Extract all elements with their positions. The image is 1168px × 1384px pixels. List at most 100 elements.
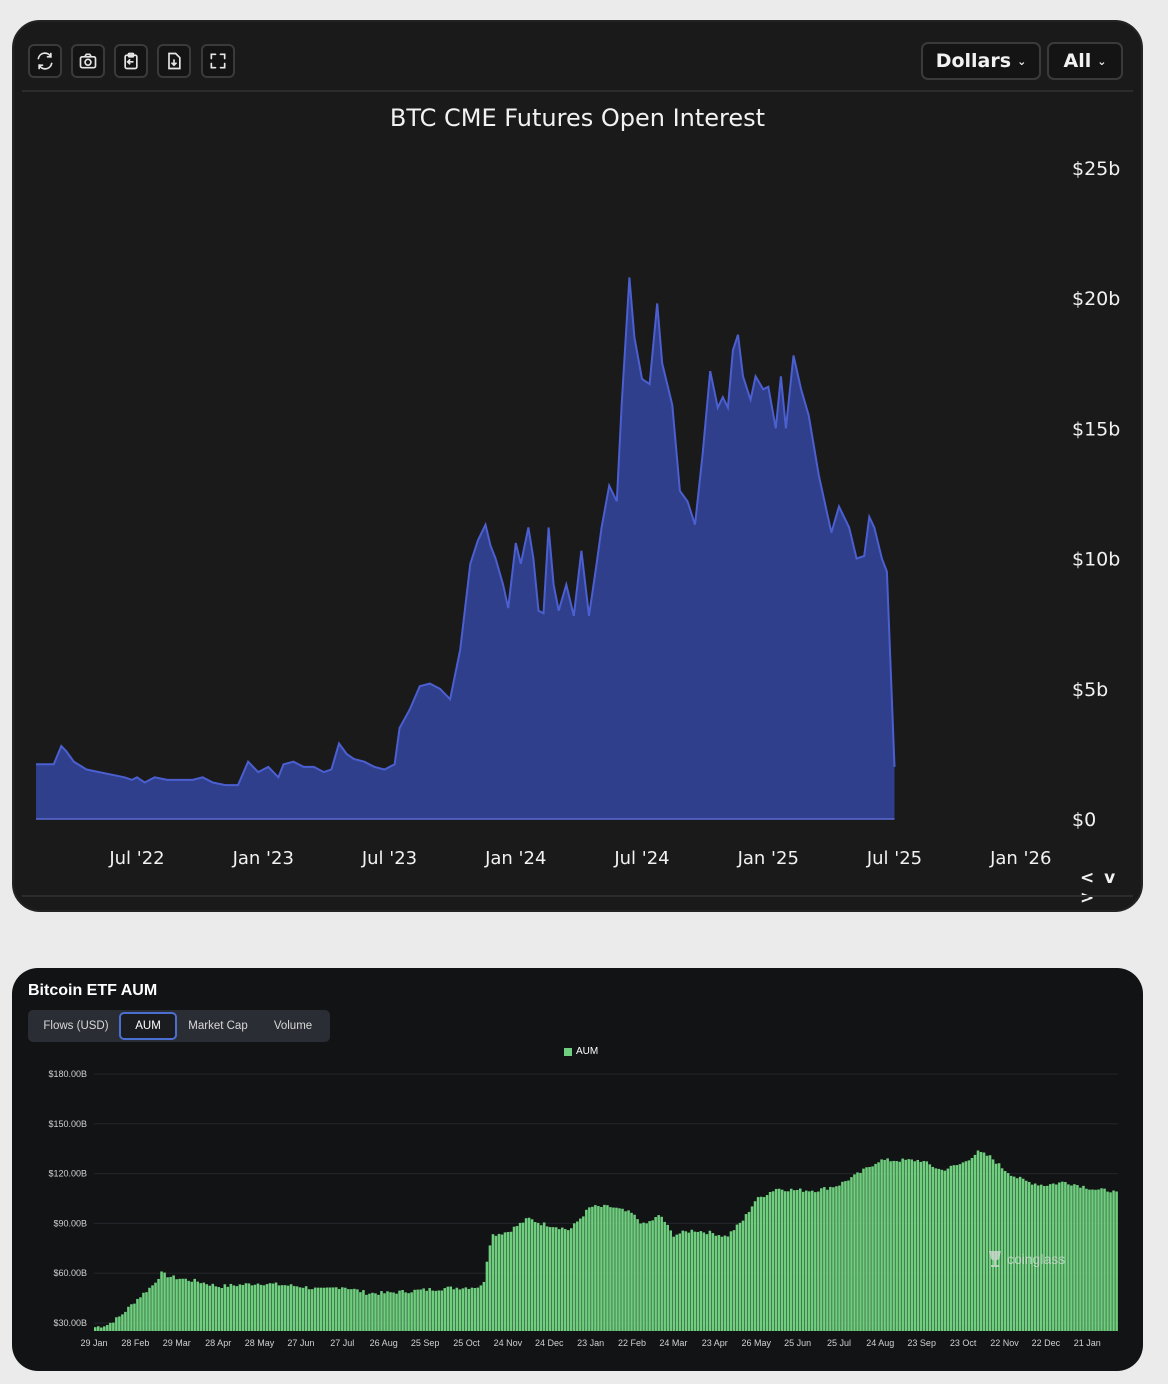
aum-bar <box>729 1231 733 1331</box>
aum-bar <box>277 1285 281 1331</box>
aum-bar <box>286 1285 290 1331</box>
etf-aum-panel: Bitcoin ETF AUM Flows (USD) AUM Market C… <box>12 968 1143 1371</box>
aum-bar <box>1115 1191 1118 1331</box>
aum-bar <box>356 1289 359 1331</box>
tab-flows[interactable]: Flows (USD) <box>43 1020 109 1032</box>
y-tick-label: $120.00B <box>48 1169 87 1179</box>
x-tick-label: 22 Dec <box>1032 1338 1061 1348</box>
aum-bar <box>720 1236 724 1331</box>
aum-bar <box>316 1287 320 1331</box>
aum-bar <box>160 1271 163 1331</box>
aum-bar <box>609 1207 612 1331</box>
refresh-button[interactable] <box>28 44 62 78</box>
aum-bar <box>181 1278 184 1331</box>
copy-clipboard-button[interactable] <box>114 44 148 78</box>
x-tick-label: 21 Jan <box>1074 1338 1101 1348</box>
aum-bar <box>512 1226 516 1331</box>
aum-bar <box>723 1235 727 1331</box>
download-icon <box>168 52 181 70</box>
aum-bar <box>292 1286 296 1331</box>
x-tick-label: 28 Apr <box>205 1338 231 1348</box>
fullscreen-button[interactable] <box>201 44 235 78</box>
y-tick-label: $30.00B <box>53 1318 87 1328</box>
chart-nav-controls[interactable]: < v > <box>1080 868 1118 908</box>
aum-bar <box>100 1327 103 1331</box>
aum-bar <box>970 1157 974 1331</box>
range-dropdown-label: All <box>1063 50 1092 72</box>
aum-bar <box>217 1287 221 1331</box>
aum-bar <box>916 1159 920 1331</box>
aum-bar <box>805 1190 808 1331</box>
aum-bar <box>669 1230 672 1331</box>
aum-bar <box>832 1187 835 1331</box>
x-tick-label: 23 Oct <box>950 1338 977 1348</box>
aum-bar <box>410 1292 413 1331</box>
tab-market-cap[interactable]: Market Cap <box>188 1020 248 1032</box>
tab-aum[interactable]: AUM <box>119 1012 177 1040</box>
aum-bar <box>506 1232 510 1331</box>
x-tick-label: 23 Apr <box>702 1338 728 1348</box>
unit-dropdown[interactable]: Dollars ⌄ <box>921 42 1041 80</box>
unit-dropdown-label: Dollars <box>935 50 1012 72</box>
aum-bar <box>931 1166 935 1331</box>
aum-bar <box>783 1191 787 1331</box>
y-tick-label: $90.00B <box>53 1218 87 1228</box>
aum-bar <box>1091 1189 1094 1331</box>
aum-bar <box>530 1219 534 1331</box>
aum-bar <box>675 1234 679 1331</box>
aum-bar <box>573 1223 576 1331</box>
aum-bar <box>705 1234 709 1331</box>
aum-bar <box>1052 1183 1055 1331</box>
aum-bar <box>94 1327 97 1331</box>
aum-bar <box>865 1167 868 1331</box>
aum-bar <box>702 1232 706 1331</box>
aum-bar <box>494 1235 498 1331</box>
download-button[interactable] <box>157 44 191 78</box>
aum-bar <box>1012 1176 1016 1331</box>
aum-bar <box>235 1286 239 1331</box>
x-tick-label: 24 Aug <box>866 1338 894 1348</box>
y-tick-label: $60.00B <box>53 1268 87 1278</box>
aum-bar <box>452 1289 456 1331</box>
y-tick-label: $0 <box>1072 809 1096 831</box>
aum-bar <box>618 1208 621 1331</box>
aum-bar <box>1058 1182 1061 1331</box>
aum-bar <box>268 1283 272 1331</box>
screenshot-button[interactable] <box>71 44 105 78</box>
aum-bar <box>401 1289 404 1331</box>
aum-bar <box>383 1293 386 1331</box>
aum-bar <box>889 1161 892 1331</box>
y-tick-label: $25b <box>1072 158 1120 180</box>
aum-bar <box>470 1287 474 1331</box>
y-tick-label: $20b <box>1072 288 1120 310</box>
aum-bar <box>693 1231 697 1331</box>
aum-bar <box>820 1188 823 1331</box>
aum-bar <box>811 1190 814 1331</box>
aum-bar <box>886 1158 889 1331</box>
chart-legend[interactable]: AUM <box>564 1046 598 1057</box>
aum-bar <box>386 1291 389 1331</box>
aum-bar <box>910 1159 913 1331</box>
aum-bar <box>1097 1189 1100 1331</box>
aum-bar <box>955 1165 959 1331</box>
aum-bar <box>551 1227 555 1331</box>
aum-bar <box>798 1188 802 1331</box>
aum-bar <box>431 1290 434 1331</box>
tab-volume[interactable]: Volume <box>273 1020 313 1032</box>
aum-bar <box>338 1289 341 1331</box>
aum-bar <box>786 1191 790 1331</box>
range-dropdown[interactable]: All ⌄ <box>1047 42 1123 80</box>
aum-bar <box>229 1283 233 1331</box>
aum-bar <box>678 1233 682 1331</box>
aum-bar <box>389 1292 392 1331</box>
aum-bar <box>172 1275 175 1331</box>
aum-bar <box>455 1287 459 1331</box>
aum-bar <box>937 1168 941 1331</box>
aum-bar <box>106 1324 109 1331</box>
aum-bar <box>542 1222 546 1331</box>
aum-bar <box>588 1207 591 1331</box>
aum-bar <box>163 1272 166 1331</box>
aum-bar <box>274 1282 278 1331</box>
aum-bar <box>877 1162 880 1331</box>
aum-bar <box>527 1217 531 1331</box>
